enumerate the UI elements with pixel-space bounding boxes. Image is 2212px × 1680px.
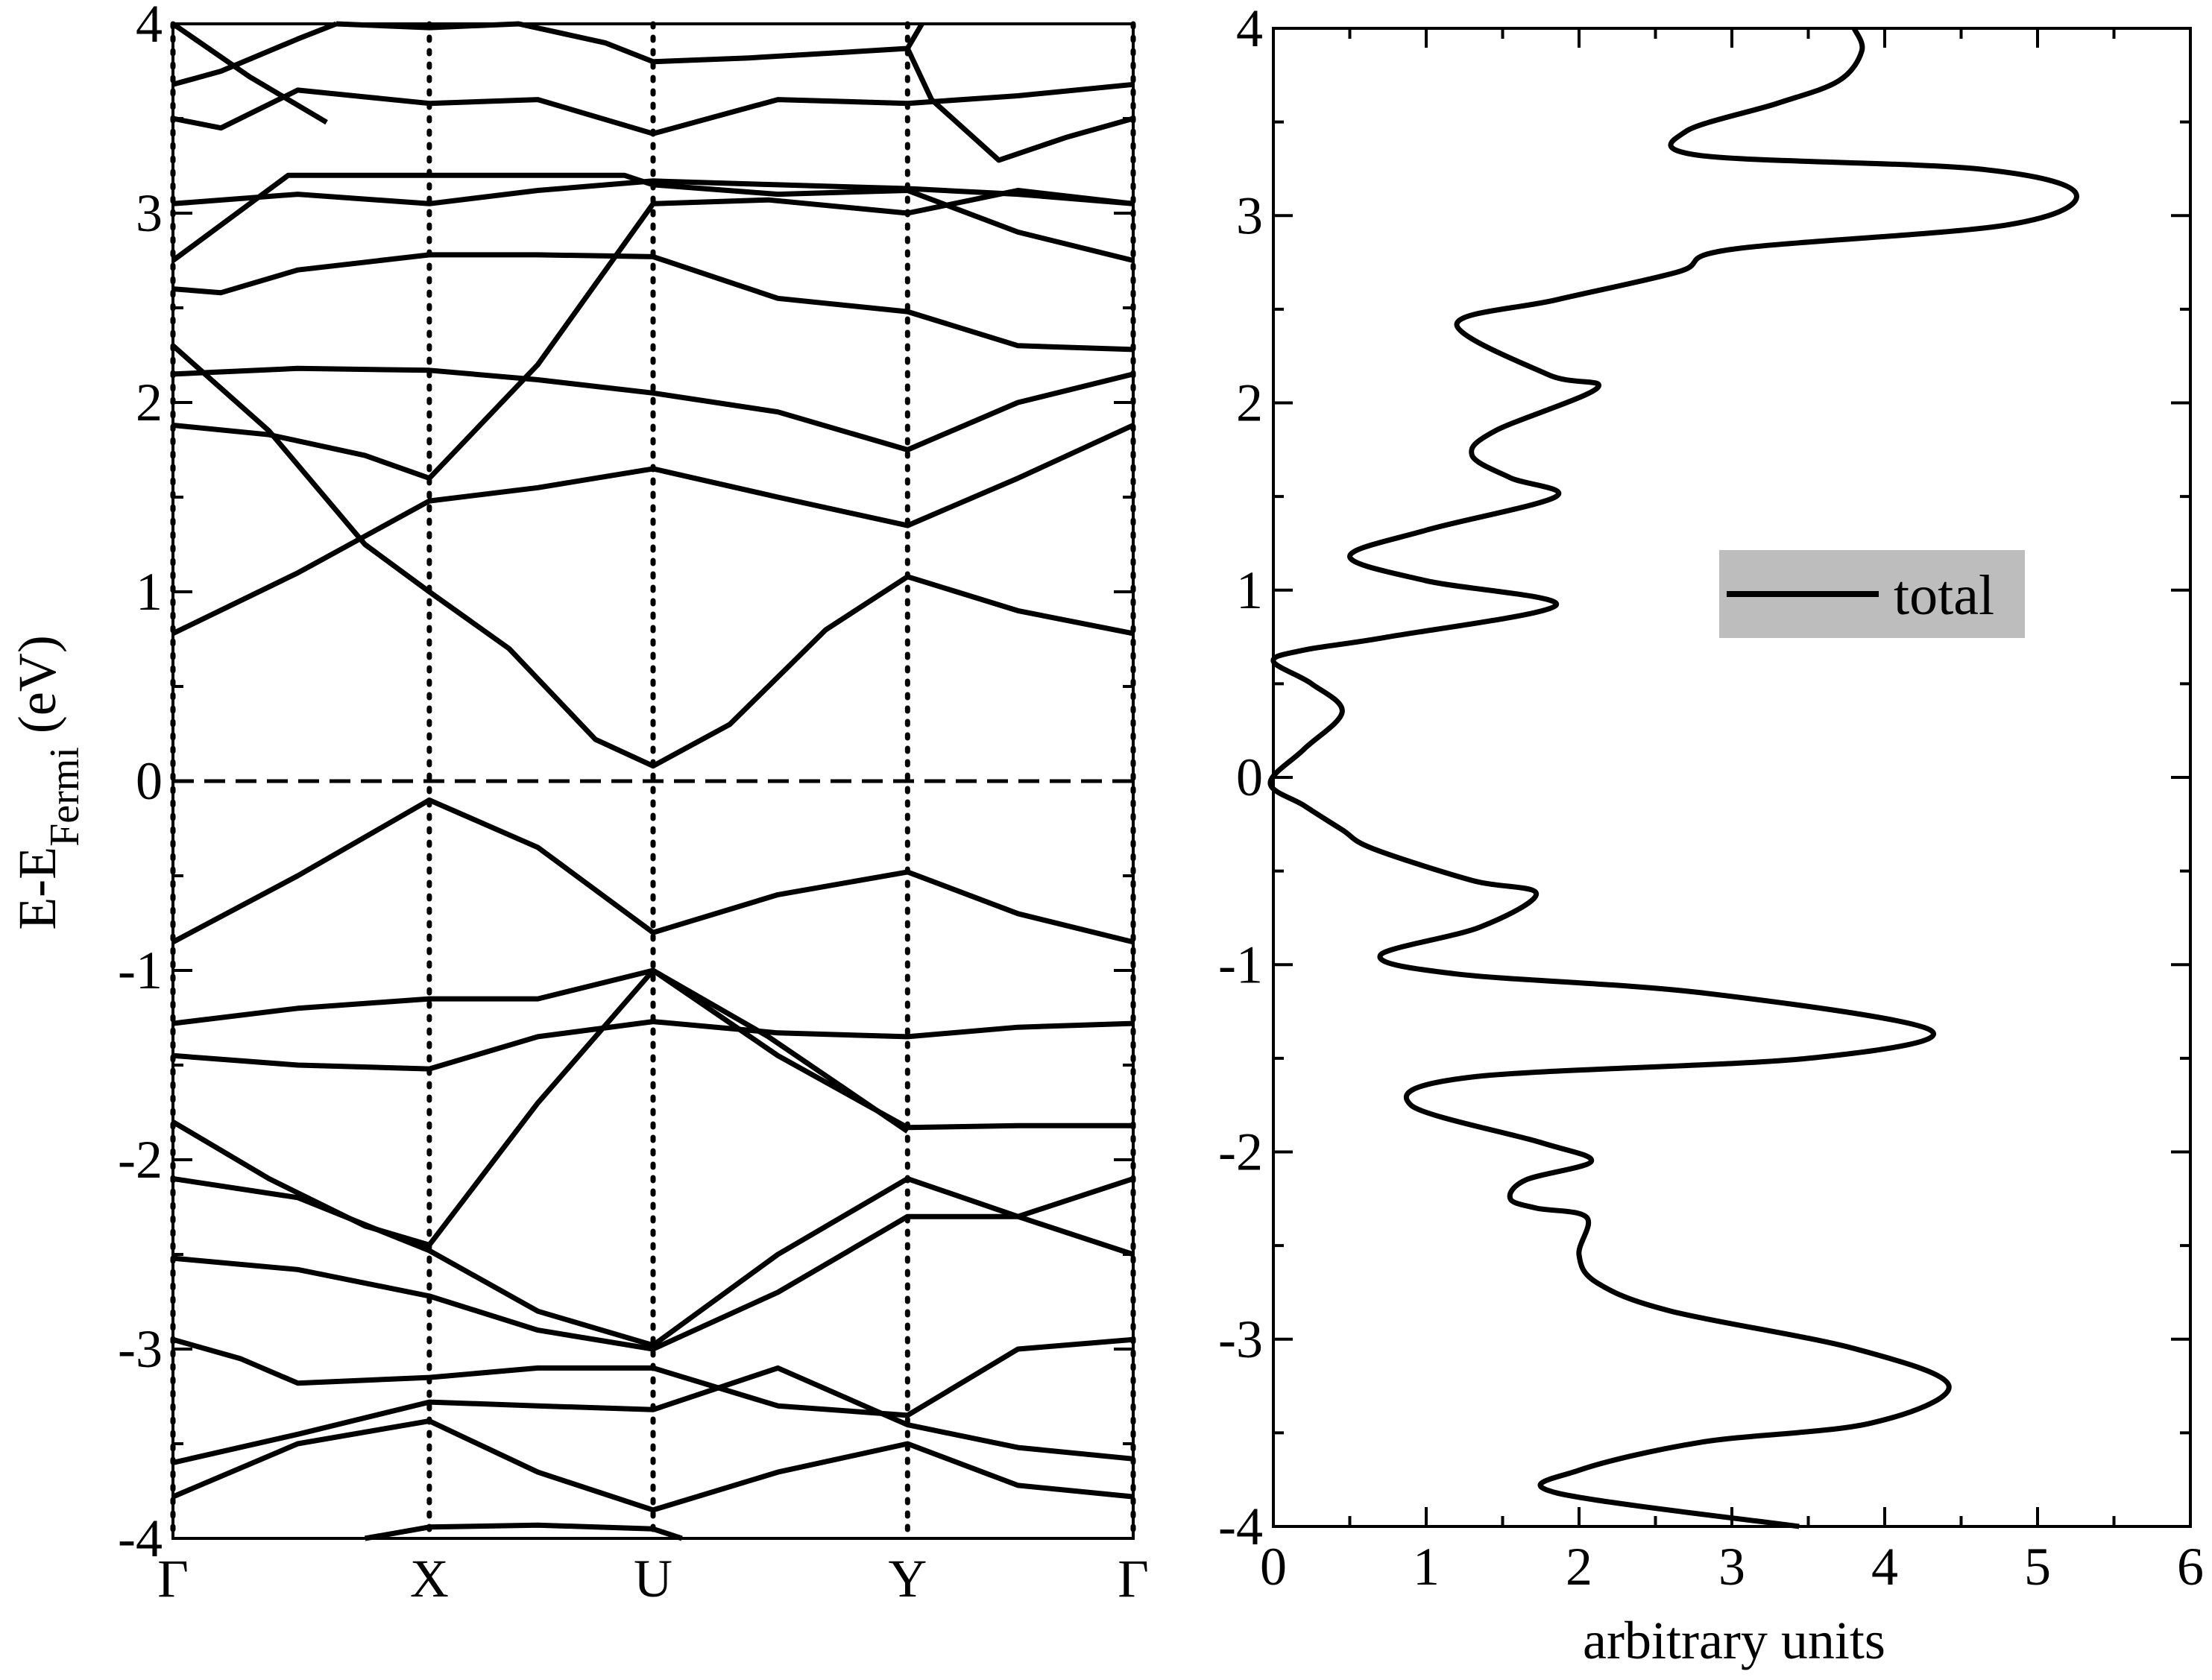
band-line-1: [171, 797, 1134, 945]
legend: total: [1719, 550, 2025, 638]
dos-x-axis-label: arbitrary units: [1583, 1611, 1885, 1670]
dos-total-line: [1267, 27, 2079, 1529]
kpoint-label-5: Γ: [1118, 1549, 1149, 1608]
band-structure-panel: -4 -3 -2 -1 0 1 2 3 4 Γ X U Y Γ E-EFermi (eV): [7, 0, 1149, 1608]
band-y-tick-label-9: 4: [136, 0, 163, 54]
band-y-tick-label-6: 1: [136, 562, 163, 622]
dos-x-tick-label-3: 2: [1566, 1537, 1592, 1597]
band-line-10: [172, 21, 338, 87]
dos-x-tick-label-2: 1: [1413, 1537, 1440, 1597]
legend-label-total: total: [1894, 564, 1994, 627]
dos-y-ticks: -4 -3 -2 -1 0 1 2 3 4: [1218, 0, 2190, 1556]
band-line-9: [172, 81, 1134, 136]
dos-y-tick-label-8: 3: [1236, 186, 1263, 245]
band-line-7: [171, 172, 1134, 263]
kpoint-label-3: U: [634, 1549, 672, 1608]
band-line-3: [171, 344, 1134, 769]
dos-y-tick-label-2: -3: [1218, 1310, 1263, 1369]
band-y-tick-label-3: -2: [118, 1130, 163, 1190]
band-line-11: [171, 22, 328, 125]
dos-x-tick-label-7: 6: [2177, 1537, 2204, 1597]
dos-panel: -4 -3 -2 -1 0 1 2 3 4 0 1 2 3 4 5 6 arbitrary units to…: [1218, 0, 2204, 1670]
kpoint-label-1: Γ: [157, 1549, 189, 1608]
band-line-22: [364, 1522, 683, 1541]
dos-y-tick-label-9: 4: [1236, 0, 1263, 58]
band-line-6: [172, 252, 1134, 353]
band-y-tick-label-8: 3: [136, 183, 163, 243]
band-y-axis-label: E-EFermi (eV): [7, 635, 88, 930]
dos-y-tick-label-1: -4: [1218, 1497, 1263, 1556]
band-y-tick-label-7: 2: [136, 373, 163, 432]
band-line-5: [172, 365, 1134, 452]
band-line-19: [172, 1336, 1134, 1418]
band-line-4: [172, 188, 1134, 481]
dos-y-tick-label-6: 1: [1236, 560, 1263, 620]
dos-x-tick-label-5: 4: [1871, 1537, 1898, 1597]
dos-plot-frame: [1272, 27, 2192, 1528]
dos-y-tick-label-4: -1: [1218, 935, 1263, 994]
band-line-16: [171, 967, 910, 1248]
band-y-tick-label-2: -3: [118, 1319, 163, 1379]
dos-x-tick-label-6: 5: [2024, 1537, 2051, 1597]
dos-y-tick-label-3: -2: [1218, 1122, 1263, 1182]
band-y-tick-label-1: -4: [118, 1509, 163, 1568]
band-line-12: [335, 21, 924, 65]
kpoint-label-4: Y: [888, 1549, 927, 1608]
dos-y-tick-label-7: 2: [1236, 373, 1263, 433]
dos-x-ticks: 0 1 2 3 4 5 6: [1260, 28, 2204, 1597]
band-y-ticks: -4 -3 -2 -1 0 1 2 3 4: [118, 0, 1133, 1568]
band-y-tick-label-4: -1: [118, 941, 163, 1000]
band-line-18: [172, 1213, 1135, 1352]
dos-y-tick-label-5: 0: [1236, 748, 1263, 807]
band-line-17: [172, 1175, 1135, 1348]
dos-x-tick-label-1: 0: [1260, 1537, 1287, 1597]
band-line-8: [172, 178, 1134, 206]
band-line-13: [905, 47, 1134, 163]
dos-x-tick-label-4: 3: [1718, 1537, 1745, 1597]
band-y-tick-label-5: 0: [136, 751, 163, 811]
bands-group: [171, 21, 1135, 1541]
band-line-21: [171, 1418, 1134, 1513]
kpoint-label-2: X: [410, 1549, 449, 1608]
